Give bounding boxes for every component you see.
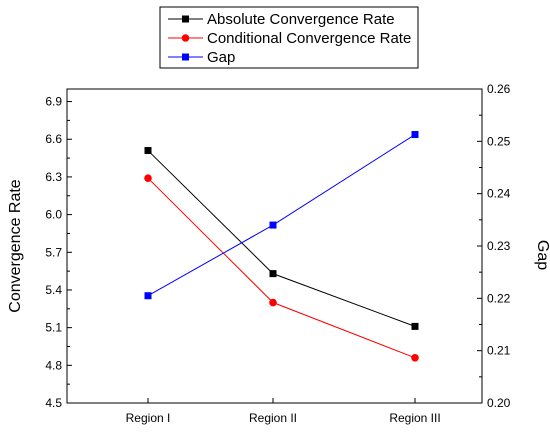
- legend-label: Conditional Convergence Rate: [207, 30, 411, 47]
- legend-item: Conditional Convergence Rate: [168, 30, 411, 47]
- data-point: [269, 270, 277, 278]
- y2-tick-label: 0.23: [487, 239, 511, 253]
- series-line: [147, 150, 416, 327]
- plot-area: [66, 88, 483, 404]
- data-point: [144, 174, 152, 182]
- series-3: [144, 131, 419, 300]
- y-tick-label: 5.1: [45, 321, 62, 335]
- y2-tick-label: 0.22: [487, 291, 511, 305]
- series-layer: [144, 131, 419, 362]
- data-point: [411, 322, 419, 330]
- y2-tick-label: 0.20: [487, 396, 511, 410]
- x-axis: Region I Region II Region III: [126, 398, 441, 425]
- left-axis: 4.5 4.8 5.1 5.4 5.7 6.0 6.3 6.6 6.9: [45, 95, 72, 410]
- right-axis: 0.20 0.21 0.22 0.23 0.24 0.25 0.26: [477, 82, 511, 410]
- x-tick-label: Region III: [389, 411, 440, 425]
- legend-marker: [181, 34, 190, 42]
- data-point: [269, 221, 277, 229]
- legend-label: Absolute Convergence Rate: [207, 11, 395, 28]
- y-tick-label: 6.6: [45, 132, 62, 146]
- y-tick-label: 5.7: [45, 245, 62, 259]
- data-point: [144, 147, 152, 155]
- y2-tick-label: 0.25: [487, 134, 511, 148]
- y-axis-title: Convergence Rate: [7, 179, 24, 313]
- series-1: [144, 147, 419, 330]
- data-point: [411, 353, 419, 362]
- y-tick-label: 6.0: [45, 208, 62, 222]
- legend-label: Gap: [207, 49, 235, 66]
- y-tick-label: 4.5: [45, 396, 62, 410]
- legend-item: Gap: [168, 49, 235, 66]
- x-tick-label: Region I: [126, 411, 171, 425]
- x-tick-label: Region II: [249, 411, 297, 425]
- y2-axis-title: Gap: [534, 240, 550, 270]
- data-point: [269, 298, 277, 307]
- data-point: [411, 131, 419, 139]
- legend-marker: [182, 15, 189, 23]
- y2-tick-label: 0.26: [487, 82, 511, 96]
- y-tick-label: 5.4: [45, 283, 62, 297]
- y-tick-label: 6.3: [45, 170, 62, 184]
- y-tick-label: 6.9: [45, 95, 62, 109]
- y2-tick-label: 0.24: [487, 187, 511, 201]
- legend-item: Absolute Convergence Rate: [168, 11, 395, 28]
- legend-marker: [182, 53, 189, 61]
- series-line: [147, 177, 416, 359]
- series-line: [147, 134, 416, 297]
- y-tick-label: 4.8: [45, 358, 62, 372]
- y2-tick-label: 0.21: [487, 344, 511, 358]
- data-point: [144, 292, 152, 300]
- legend: Absolute Convergence Rate Conditional Con…: [159, 6, 419, 69]
- series-2: [144, 174, 419, 362]
